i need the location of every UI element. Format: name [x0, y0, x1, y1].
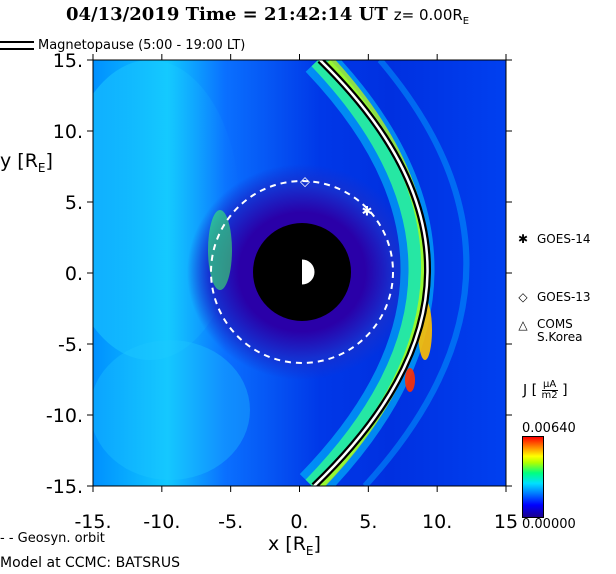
x-tick-label: 10. [422, 511, 452, 533]
earth-icon [288, 258, 316, 286]
x-tick-label: -10. [143, 511, 180, 533]
x-tick-label: -5. [218, 511, 243, 533]
triangle-icon: △ [518, 318, 528, 332]
magnetopause-line-icon [0, 41, 34, 50]
magnetopause-legend: Magnetopause (5:00 - 19:00 LT) [0, 38, 245, 53]
satellite-marker-goes-14: ✱ [362, 205, 373, 220]
x-tick-label: -15. [74, 511, 111, 533]
asterisk-icon: ✱ [517, 232, 529, 246]
legend-goes-13: ◇ GOES-13 [518, 290, 591, 304]
plot-title: 04/13/2019 Time = 21:42:14 UT z= 0.00RE [66, 4, 470, 27]
x-tick-label: 0. [290, 511, 308, 533]
x-tick-label: 15 [494, 511, 518, 533]
colorbar-min: 0.00000 [522, 517, 576, 532]
y-tick-label: 10. [53, 121, 83, 143]
y-tick-label: 0. [65, 263, 83, 285]
legend-coms: △ COMS S.Korea [518, 317, 583, 344]
colorbar-title: J [ μA m2 ] [523, 379, 568, 401]
y-tick-label: -5. [58, 334, 83, 356]
y-tick-label: 15. [53, 50, 83, 72]
colorbar-max: 0.00640 [522, 421, 576, 436]
satellite-marker-goes-13: ◇ [300, 175, 310, 190]
x-tick-label: 5. [359, 511, 377, 533]
y-tick-label: 5. [65, 192, 83, 214]
colorbar [522, 436, 544, 518]
geosync-legend: - - Geosyn. orbit [0, 531, 105, 546]
y-axis-label: y [RE] [0, 150, 53, 175]
diamond-icon: ◇ [518, 290, 528, 304]
legend-goes-14: ✱ GOES-14 [517, 232, 591, 246]
y-tick-label: -10. [46, 405, 83, 427]
geosync-orbit [210, 180, 394, 364]
model-credit: Model at CCMC: BATSRUS [0, 555, 180, 571]
y-tick-label: -15. [46, 476, 83, 498]
x-axis-label: x [RE] [268, 533, 321, 558]
